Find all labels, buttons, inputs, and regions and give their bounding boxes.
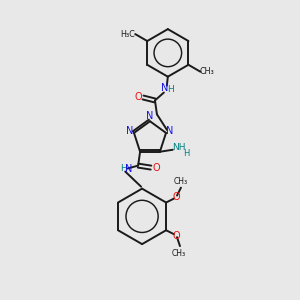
Text: O: O — [134, 92, 142, 103]
Text: N: N — [166, 126, 174, 136]
Text: CH₃: CH₃ — [200, 67, 215, 76]
Text: N: N — [146, 111, 154, 121]
Text: NH: NH — [172, 143, 185, 152]
Text: N: N — [126, 126, 134, 136]
Text: N: N — [124, 164, 132, 174]
Text: CH₃: CH₃ — [172, 248, 186, 257]
Text: O: O — [172, 192, 180, 202]
Text: CH₃: CH₃ — [174, 177, 188, 186]
Text: O: O — [152, 163, 160, 172]
Text: H: H — [120, 164, 127, 173]
Text: N: N — [161, 82, 169, 93]
Text: H₃C: H₃C — [120, 30, 135, 39]
Text: H: H — [167, 85, 174, 94]
Text: O: O — [172, 231, 180, 241]
Text: H: H — [184, 149, 190, 158]
